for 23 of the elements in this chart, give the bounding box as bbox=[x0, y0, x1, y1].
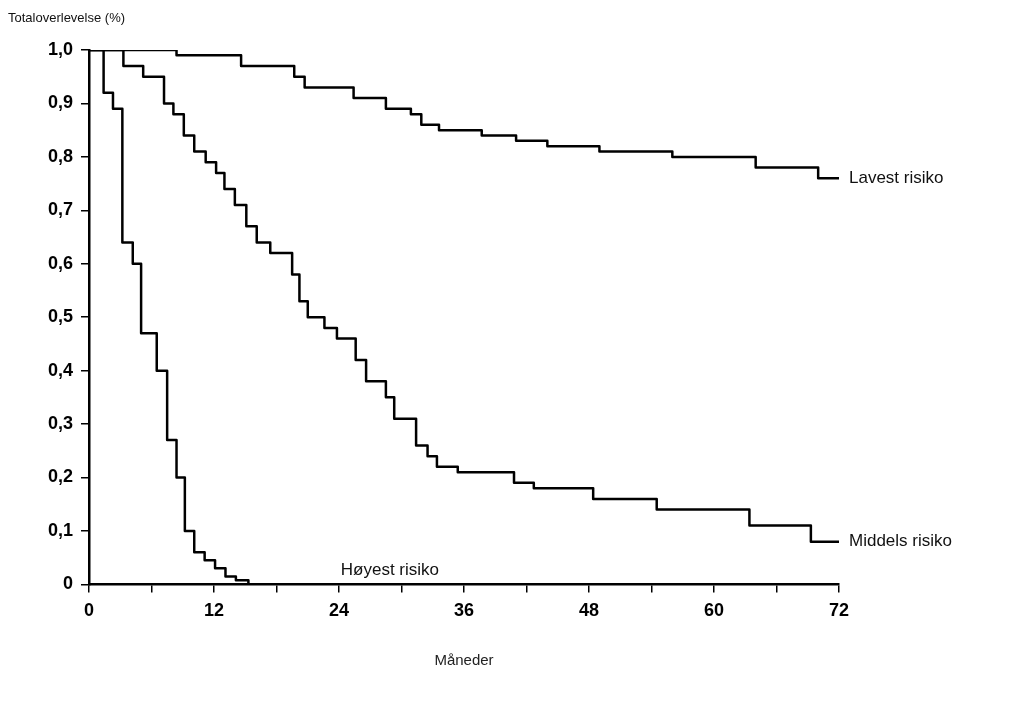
x-tick-label: 24 bbox=[329, 600, 350, 621]
y-tick-label: 0,1 bbox=[47, 519, 74, 540]
y-axis-title: Totaloverlevelse (%) bbox=[8, 10, 126, 26]
y-tick-label: 0,8 bbox=[47, 145, 74, 166]
y-tick-label: 0 bbox=[63, 573, 74, 594]
y-tick-label: 0,7 bbox=[47, 199, 74, 220]
series-label: Middels risiko bbox=[849, 531, 952, 551]
series-label: Lavest risiko bbox=[849, 167, 944, 187]
y-tick-label: 0,6 bbox=[47, 252, 74, 273]
x-tick-label: 72 bbox=[828, 600, 850, 621]
x-tick-label: 0 bbox=[84, 600, 95, 621]
y-tick-label: 0,3 bbox=[47, 413, 74, 434]
y-tick-label: 0,9 bbox=[47, 92, 74, 113]
x-axis-title: Måneder bbox=[434, 651, 494, 669]
x-tick-label: 48 bbox=[578, 600, 600, 621]
x-tick-label: 36 bbox=[454, 600, 475, 621]
text: Høyest risiko bbox=[340, 559, 440, 579]
y-tick-label: 0,4 bbox=[47, 359, 74, 380]
x-tick-label: 12 bbox=[204, 600, 225, 621]
y-tick-label: 1,0 bbox=[47, 38, 74, 59]
x-tick-label: 60 bbox=[703, 600, 725, 621]
y-tick-label: 0,2 bbox=[47, 466, 74, 487]
y-tick-label: 0,5 bbox=[47, 306, 74, 327]
